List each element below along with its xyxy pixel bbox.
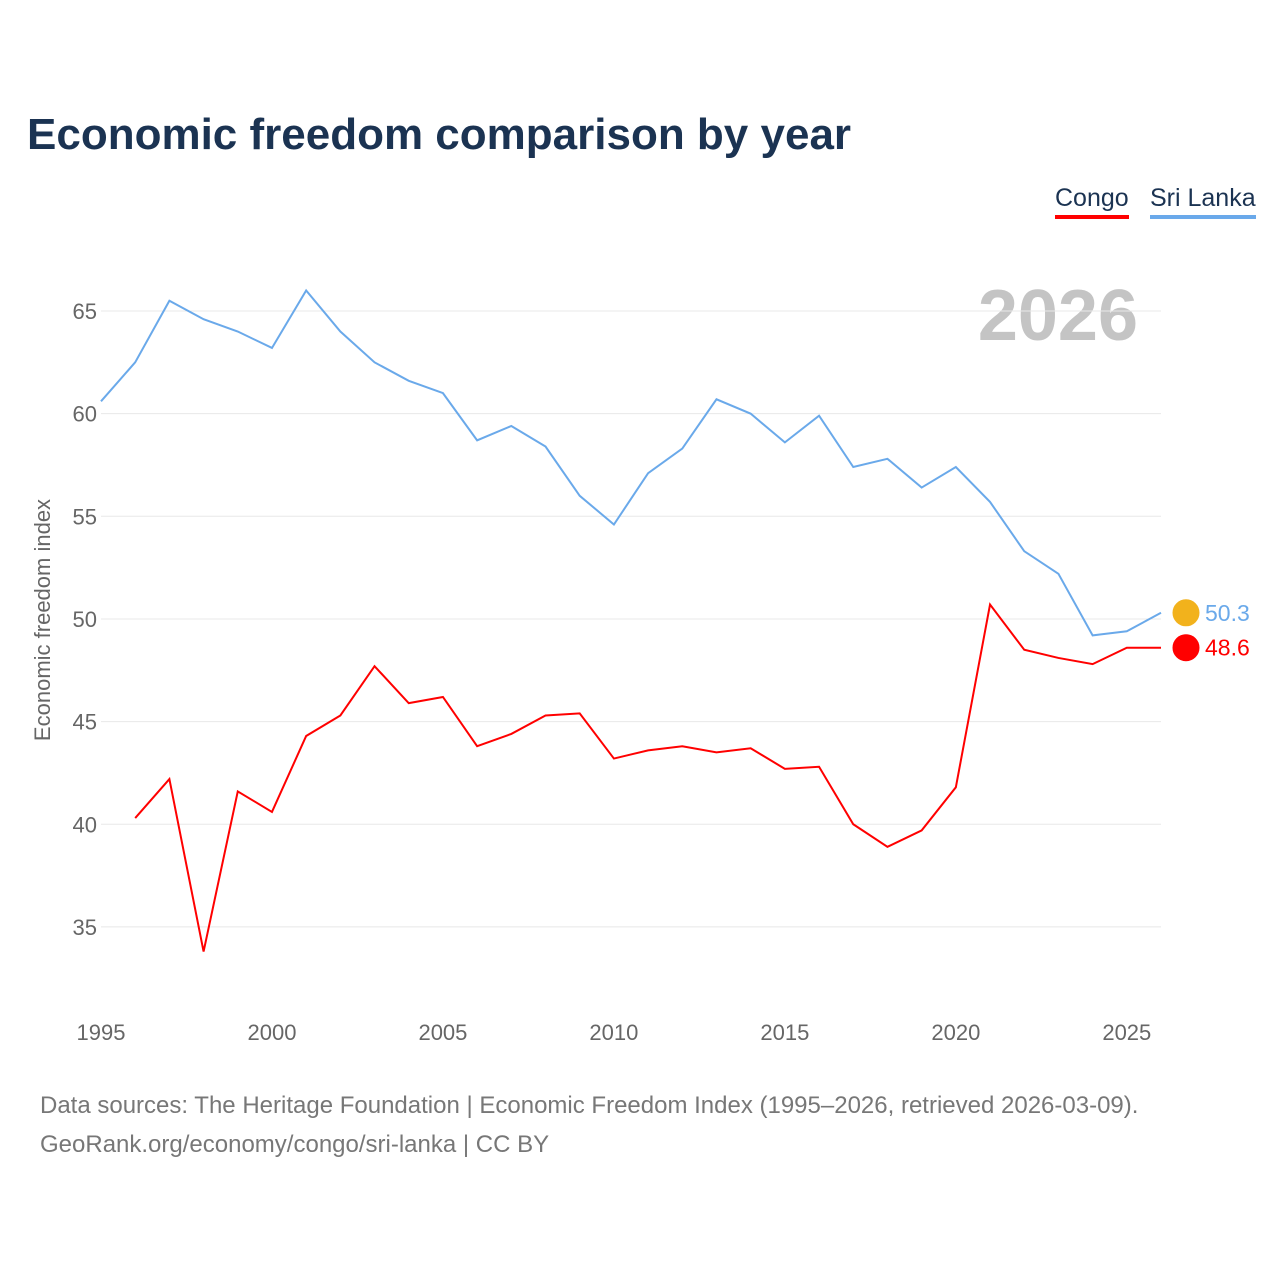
x-tick-label: 2005: [418, 1020, 467, 1045]
data-sources: Data sources: The Heritage Foundation | …: [40, 1092, 1139, 1119]
y-tick-label: 50: [73, 607, 97, 632]
y-axis-label: Economic freedom index: [30, 499, 55, 741]
y-tick-label: 40: [73, 812, 97, 837]
y-tick-label: 60: [73, 402, 97, 427]
flag-icon-sri-lanka: [1171, 598, 1201, 628]
end-value-label: 50.3: [1205, 600, 1250, 626]
y-tick-label: 35: [73, 915, 97, 940]
source-link[interactable]: GeoRank.org/economy/congo/sri-lanka | CC…: [40, 1131, 550, 1158]
series-line-sri-lanka: [100, 288, 1162, 637]
x-tick-label: 1995: [77, 1020, 126, 1045]
y-tick-label: 65: [73, 299, 97, 324]
legend-sri-lanka[interactable]: Sri Lanka: [1150, 184, 1256, 219]
year-watermark: 2026: [978, 276, 1138, 356]
footer: Data sources: The Heritage Foundation | …: [40, 1086, 1138, 1164]
series-line-congo: [134, 602, 1161, 952]
x-tick-label: 2015: [760, 1020, 809, 1045]
y-tick-label: 55: [73, 504, 97, 529]
y-tick-label: 45: [73, 710, 97, 735]
x-tick-label: 2020: [931, 1020, 980, 1045]
x-tick-label: 2000: [247, 1020, 296, 1045]
x-tick-label: 2010: [589, 1020, 638, 1045]
chart-title: Economic freedom comparison by year: [27, 110, 852, 159]
flag-icon-congo: [1171, 633, 1201, 663]
end-value-label: 48.6: [1205, 635, 1250, 661]
x-tick-label: 2025: [1102, 1020, 1151, 1045]
legend-congo[interactable]: Congo: [1055, 184, 1129, 219]
